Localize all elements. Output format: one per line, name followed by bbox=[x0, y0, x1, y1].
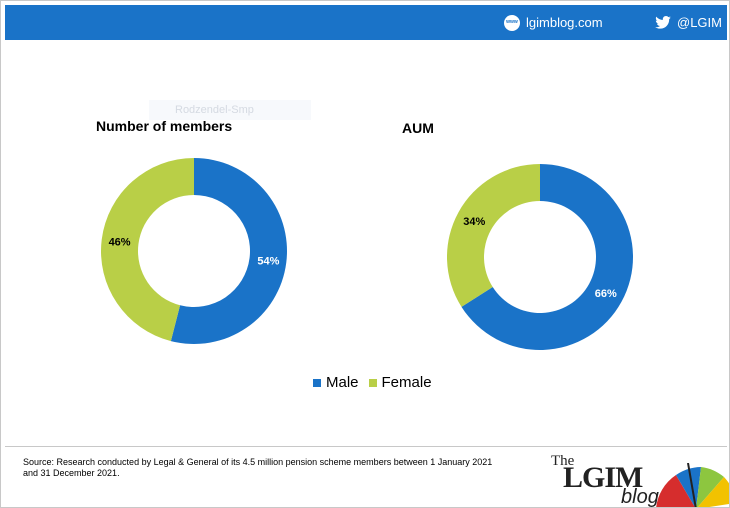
twitter-icon bbox=[655, 16, 671, 29]
legend-item-female: Female bbox=[368, 374, 432, 391]
donut-slice-male bbox=[170, 158, 287, 344]
legend-swatch-female bbox=[368, 378, 377, 387]
data-label-female: 46% bbox=[109, 237, 131, 249]
faint-watermark-text: Rodzendel-Smp bbox=[149, 100, 311, 120]
data-label-male: 66% bbox=[595, 288, 617, 300]
logo-blog: blog bbox=[621, 486, 659, 508]
legend-label-male: Male bbox=[326, 374, 359, 391]
header-bar: lgimblog.com @LGIM bbox=[5, 5, 727, 40]
donut-aum: 66% 34% bbox=[447, 164, 633, 350]
donut-slice-female bbox=[100, 158, 194, 342]
legend-label-female: Female bbox=[381, 374, 432, 391]
data-label-female: 34% bbox=[463, 216, 485, 228]
donut-slice-female bbox=[447, 164, 540, 307]
donut-members: 54% 46% bbox=[100, 158, 287, 344]
footer-divider bbox=[5, 446, 727, 447]
data-label-male: 54% bbox=[257, 255, 279, 267]
site-label: lgimblog.com bbox=[526, 15, 603, 30]
logo-lgim: LGIM bbox=[563, 461, 643, 494]
legend: Male Female bbox=[313, 374, 442, 391]
chart-title-members: Number of members bbox=[96, 118, 233, 134]
logo-the: The bbox=[551, 453, 575, 469]
donut-slice-male bbox=[461, 164, 633, 350]
chart-title-aum: AUM bbox=[402, 120, 434, 136]
globe-icon bbox=[504, 14, 520, 31]
legend-swatch-male bbox=[313, 378, 321, 387]
handle-label: @LGIM bbox=[677, 15, 722, 30]
umbrella-icon bbox=[656, 463, 729, 507]
source-note: Source: Research conducted by Legal & Ge… bbox=[23, 457, 493, 478]
site-link[interactable]: lgimblog.com bbox=[504, 5, 603, 40]
legend-item-male: Male bbox=[313, 374, 359, 391]
twitter-link[interactable]: @LGIM bbox=[655, 5, 722, 40]
